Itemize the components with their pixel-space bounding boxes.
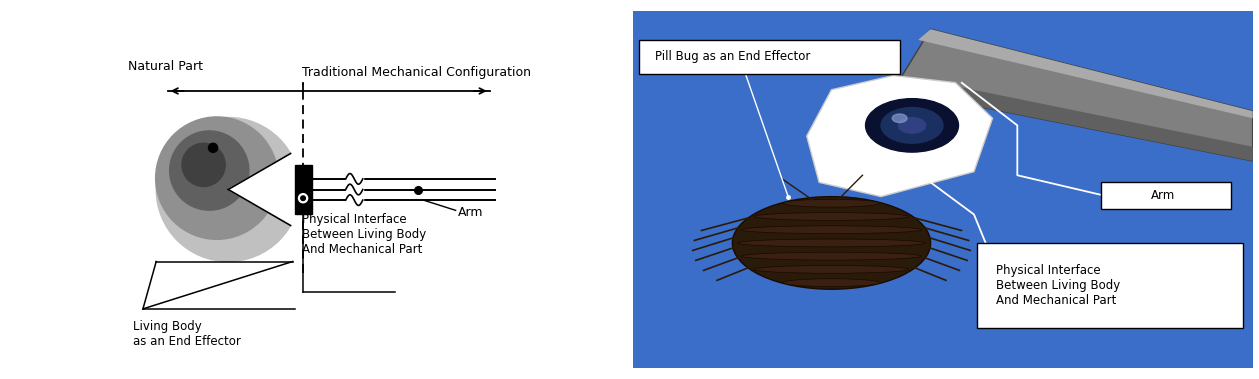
Ellipse shape bbox=[754, 265, 909, 273]
Circle shape bbox=[183, 143, 225, 186]
FancyBboxPatch shape bbox=[1100, 182, 1231, 209]
Circle shape bbox=[156, 117, 278, 240]
Text: Pill Bug as an End Effector: Pill Bug as an End Effector bbox=[655, 50, 811, 63]
Circle shape bbox=[170, 131, 249, 210]
Circle shape bbox=[881, 108, 943, 143]
Polygon shape bbox=[918, 29, 1253, 118]
Ellipse shape bbox=[783, 199, 880, 207]
Circle shape bbox=[209, 143, 218, 152]
Ellipse shape bbox=[733, 197, 930, 289]
Ellipse shape bbox=[783, 279, 880, 287]
FancyBboxPatch shape bbox=[977, 243, 1244, 329]
Ellipse shape bbox=[742, 252, 922, 260]
Text: Physical Interface
Between Living Body
And Mechanical Part: Physical Interface Between Living Body A… bbox=[302, 213, 427, 257]
Circle shape bbox=[298, 194, 307, 203]
Text: Arm: Arm bbox=[1151, 189, 1175, 202]
Ellipse shape bbox=[742, 226, 922, 233]
Circle shape bbox=[301, 196, 306, 200]
Text: Arm: Arm bbox=[457, 206, 483, 219]
Circle shape bbox=[899, 117, 925, 133]
Text: Physical Interface
Between Living Body
And Mechanical Part: Physical Interface Between Living Body A… bbox=[996, 264, 1121, 307]
Text: Traditional Mechanical Configuration: Traditional Mechanical Configuration bbox=[302, 66, 531, 79]
Ellipse shape bbox=[738, 239, 925, 247]
FancyBboxPatch shape bbox=[640, 40, 900, 74]
Polygon shape bbox=[807, 75, 992, 197]
Text: Natural Part: Natural Part bbox=[127, 60, 203, 73]
Wedge shape bbox=[228, 153, 302, 226]
Ellipse shape bbox=[754, 213, 909, 221]
Polygon shape bbox=[894, 77, 1253, 161]
Circle shape bbox=[893, 114, 906, 122]
Text: Living Body
as an End Effector: Living Body as an End Effector bbox=[133, 320, 242, 348]
Polygon shape bbox=[894, 29, 1253, 161]
Bar bbox=[295, 165, 312, 214]
Circle shape bbox=[156, 117, 300, 262]
Circle shape bbox=[866, 99, 958, 152]
